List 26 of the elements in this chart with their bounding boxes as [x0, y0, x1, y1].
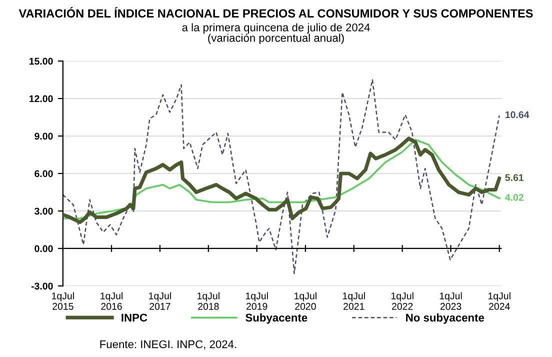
legend-label: Subyacente — [246, 313, 308, 324]
x-tick-label: 1qJul 2019 — [246, 292, 268, 310]
y-tick-label: 3.00 — [34, 208, 53, 215]
x-tick-label: 1qJul 2022 — [391, 292, 414, 310]
y-tick-label: 6.00 — [34, 170, 53, 178]
x-tick-label: 1qJul 2017 — [149, 292, 171, 310]
x-tick-label: 1qJul 2015 — [52, 292, 74, 310]
y-tick-label: 0.00 — [34, 245, 53, 252]
x-tick-label: 1qJul 2023 — [440, 292, 462, 310]
x-tick-label: 1qJul 2020 — [294, 292, 316, 310]
annotation: 5.61 — [505, 174, 524, 181]
chart-subtitle: a la primera quincena de julio de 2024 (variación porcentual anual) — [182, 23, 370, 44]
x-tick-label: 1qJul 2018 — [198, 292, 220, 310]
annotation: 4.02 — [505, 194, 524, 201]
y-tick-label: 9.00 — [34, 132, 53, 140]
x-tick-label: 1qJul 2021 — [343, 292, 365, 310]
chart-title: VARIACIÓN DEL ÍNDICE NACIONAL DE PRECIOS AL CONSUMIDOR Y SUS COMPONENTES — [18, 7, 533, 18]
annotation: 10.64 — [506, 111, 530, 118]
y-tick-label: 12.00 — [29, 95, 53, 102]
legend-label: No subyacente — [406, 313, 484, 324]
source-note: Fuente: INEGI. INPC, 2024. — [100, 340, 236, 350]
y-tick-label: -3.00 — [31, 282, 53, 290]
x-tick-label: 1qJul 2016 — [100, 292, 122, 310]
y-tick-label: 15.00 — [29, 58, 53, 65]
x-tick-label: 1qJul 2024 — [488, 292, 510, 310]
legend-label: INPC — [122, 314, 148, 322]
